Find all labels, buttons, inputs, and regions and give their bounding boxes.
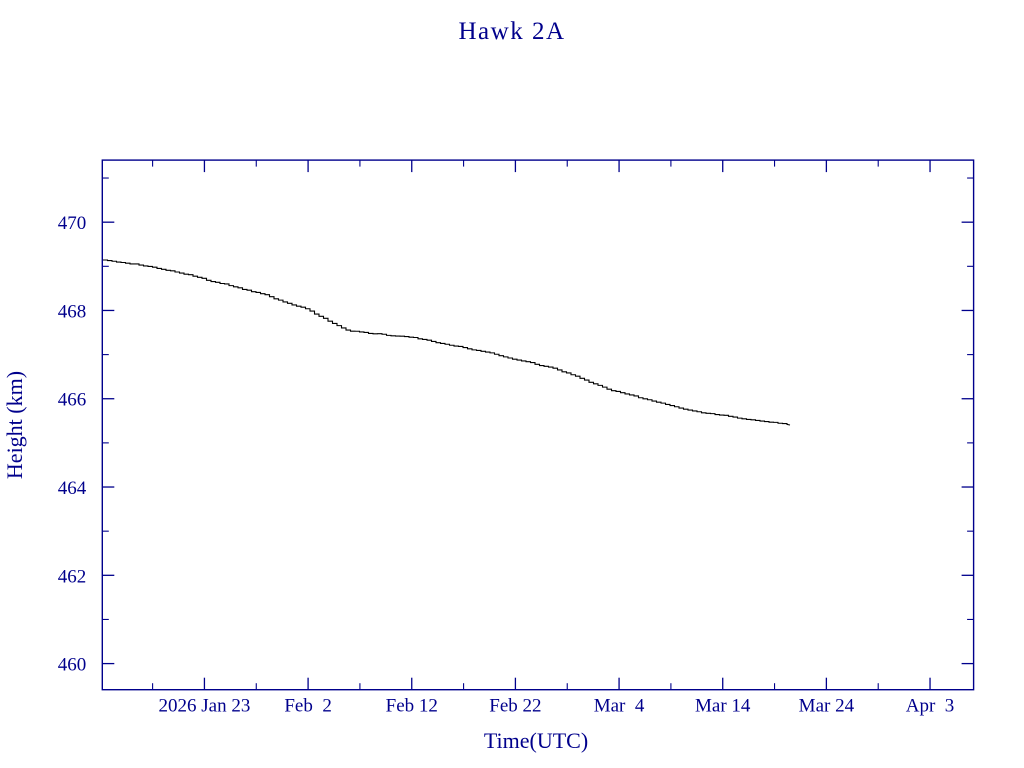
- svg-text:Height (km): Height (km): [2, 371, 27, 479]
- svg-text:Apr 3: Apr 3: [906, 696, 955, 717]
- svg-text:Feb 12: Feb 12: [386, 696, 438, 717]
- svg-text:Feb 2: Feb 2: [284, 696, 332, 717]
- svg-text:Feb 22: Feb 22: [489, 696, 541, 717]
- svg-text:466: 466: [58, 390, 87, 411]
- svg-text:Mar 24: Mar 24: [799, 696, 855, 717]
- svg-text:460: 460: [58, 655, 87, 676]
- svg-text:470: 470: [58, 213, 87, 234]
- svg-text:468: 468: [58, 301, 87, 322]
- svg-text:Time(UTC): Time(UTC): [484, 728, 588, 753]
- svg-text:2026 Jan 23: 2026 Jan 23: [159, 696, 251, 717]
- svg-text:464: 464: [58, 478, 87, 499]
- svg-text:Mar 14: Mar 14: [695, 696, 751, 717]
- svg-text:Mar 4: Mar 4: [594, 696, 645, 717]
- svg-text:Hawk 2A: Hawk 2A: [458, 18, 565, 45]
- svg-text:462: 462: [58, 566, 87, 587]
